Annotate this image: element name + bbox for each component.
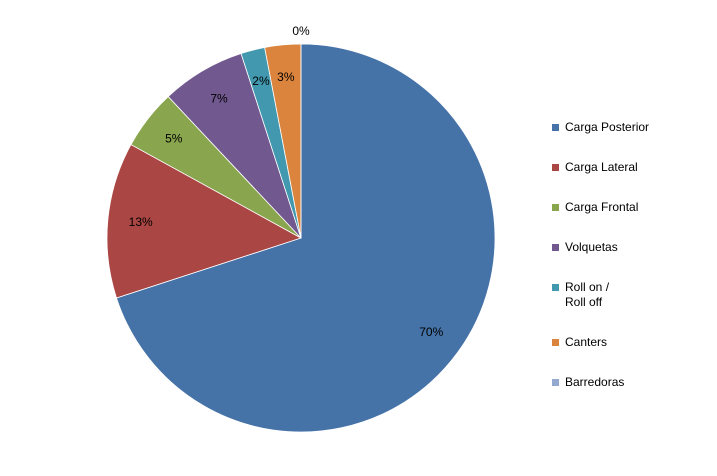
- legend-label: Carga Posterior: [565, 120, 650, 134]
- legend-label: Canters: [565, 335, 608, 349]
- legend-item: Carga Lateral: [552, 160, 649, 175]
- data-label: 0%: [292, 24, 310, 38]
- legend-swatch: [552, 204, 559, 211]
- data-label: 3%: [277, 70, 295, 84]
- data-label: 2%: [252, 74, 270, 88]
- legend-swatch: [552, 124, 559, 131]
- legend-item: Carga Frontal: [552, 200, 649, 215]
- legend-label: Roll on / Roll off: [565, 280, 610, 309]
- legend-item: Carga Posterior: [552, 120, 649, 135]
- data-label: 70%: [419, 325, 443, 339]
- legend-label: Carga Frontal: [565, 200, 639, 214]
- legend-swatch: [552, 339, 559, 346]
- pie-slice: [115, 43, 496, 433]
- legend-item: Canters: [552, 335, 649, 350]
- legend-label: Volquetas: [565, 240, 618, 254]
- legend-swatch: [552, 379, 559, 386]
- legend-swatch: [552, 164, 559, 171]
- data-label: 13%: [129, 215, 153, 229]
- legend-label: Barredoras: [565, 375, 625, 389]
- data-label: 7%: [210, 92, 228, 106]
- legend-swatch: [552, 244, 559, 251]
- pie-slice: [106, 143, 303, 299]
- data-label: 5%: [165, 131, 183, 145]
- legend-swatch: [552, 284, 559, 291]
- legend-item: Roll on / Roll off: [552, 280, 649, 310]
- legend-item: Barredoras: [552, 375, 649, 390]
- legend-item: Volquetas: [552, 240, 649, 255]
- legend-label: Carga Lateral: [565, 160, 638, 174]
- legend: Carga Posterior Carga Lateral Carga Fronta…: [552, 120, 649, 415]
- pie-area: 70% 13% 5% 7% 2% 3% 0%: [106, 24, 496, 433]
